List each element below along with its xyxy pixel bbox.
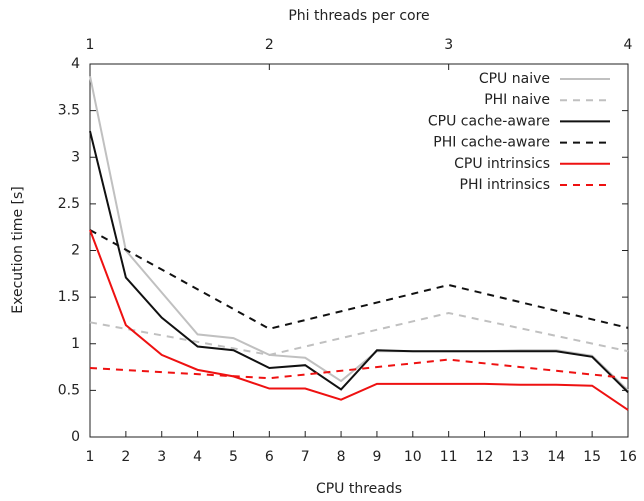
legend-label: CPU intrinsics — [454, 156, 550, 172]
x-tick-label: 11 — [440, 449, 458, 465]
x-tick-label: 8 — [337, 449, 346, 465]
y-tick-label: 4 — [71, 56, 80, 72]
x-tick-label: 10 — [404, 449, 422, 465]
x-tick-label: 16 — [619, 449, 637, 465]
y-tick-label: 2 — [71, 243, 80, 259]
x-tick-label: 13 — [511, 449, 529, 465]
x-tick-label: 2 — [121, 449, 130, 465]
x2-axis-label: Phi threads per core — [288, 8, 429, 24]
x-tick-label: 12 — [476, 449, 494, 465]
x-tick-label: 1 — [86, 449, 95, 465]
y-tick-label: 0 — [71, 429, 80, 445]
x-tick-label: 4 — [193, 449, 202, 465]
y-tick-label: 3 — [71, 149, 80, 165]
x-axis-label: CPU threads — [316, 481, 402, 497]
legend-label: PHI cache-aware — [433, 135, 550, 151]
legend-label: PHI intrinsics — [460, 177, 551, 193]
series-line — [89, 130, 629, 393]
y-tick-label: 1.5 — [58, 289, 80, 305]
x-tick-label: 3 — [157, 449, 166, 465]
y-tick-label: 3.5 — [58, 103, 80, 119]
legend-label: PHI naive — [484, 92, 550, 108]
x-tick-label: 7 — [301, 449, 310, 465]
y-tick-label: 2.5 — [58, 196, 80, 212]
x2-tick-label: 4 — [624, 37, 633, 53]
y-axis-label: Execution time [s] — [10, 186, 26, 313]
x-tick-label: 15 — [583, 449, 601, 465]
x2-tick-label: 2 — [265, 37, 274, 53]
series-line — [89, 229, 629, 411]
legend-label: CPU naive — [479, 71, 550, 87]
x-tick-label: 6 — [265, 449, 274, 465]
x-tick-label: 9 — [372, 449, 381, 465]
y-tick-label: 1 — [71, 336, 80, 352]
series-line — [89, 229, 629, 330]
series-line — [89, 311, 629, 356]
x2-tick-label: 1 — [86, 37, 95, 53]
legend-label: CPU cache-aware — [428, 113, 550, 129]
x2-tick-label: 3 — [444, 37, 453, 53]
y-tick-label: 0.5 — [58, 382, 80, 398]
x-tick-label: 5 — [229, 449, 238, 465]
x-tick-label: 14 — [547, 449, 565, 465]
